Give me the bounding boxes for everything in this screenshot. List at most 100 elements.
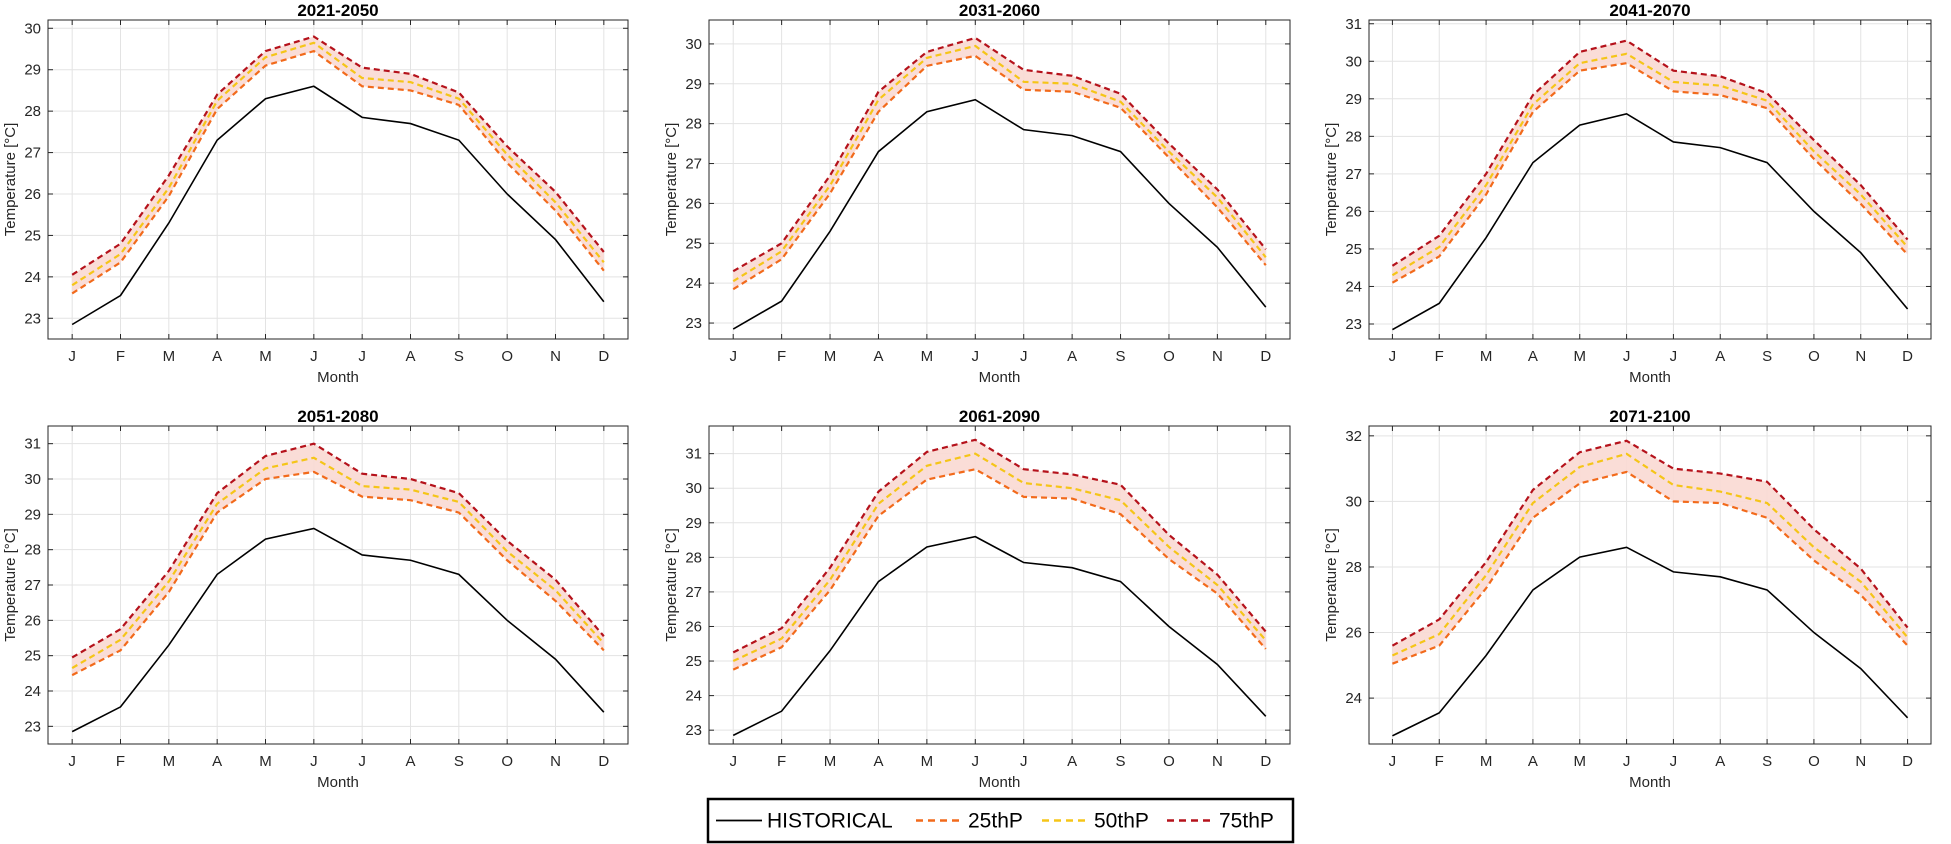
series-50thP xyxy=(71,456,605,669)
y-tick-label: 23 xyxy=(24,718,41,735)
x-tick-label: S xyxy=(1762,348,1772,365)
y-tick-label: 30 xyxy=(685,36,702,53)
x-tick-label: A xyxy=(1067,348,1077,365)
x-tick-label: J xyxy=(729,753,737,770)
x-axis-label: Month xyxy=(317,369,359,386)
x-tick-label: J xyxy=(1670,348,1678,365)
series-50thP xyxy=(732,44,1267,283)
x-tick-label: J xyxy=(1389,348,1397,365)
x-tick-label: N xyxy=(1212,348,1223,365)
x-tick-label: M xyxy=(259,348,272,365)
x-tick-label: M xyxy=(163,753,176,770)
series-50thP xyxy=(1391,452,1909,657)
x-tick-label: S xyxy=(454,753,464,770)
y-tick-label: 24 xyxy=(1345,278,1362,295)
x-tick-label: J xyxy=(68,753,76,770)
x-tick-label: J xyxy=(310,348,318,365)
y-tick-label: 30 xyxy=(685,480,702,497)
x-tick-label: D xyxy=(1902,753,1913,770)
x-tick-label: M xyxy=(1574,753,1587,770)
axes-box xyxy=(1368,19,1932,340)
series-25thP xyxy=(732,468,1267,671)
series-historical xyxy=(732,98,1267,330)
x-axis-label: Month xyxy=(317,774,359,791)
y-tick-label: 23 xyxy=(24,310,41,327)
x-tick-label: M xyxy=(1480,753,1493,770)
x-tick-label: N xyxy=(550,348,561,365)
legend-label-HISTORICAL: HISTORICAL xyxy=(767,810,893,833)
series-25thP xyxy=(71,470,605,677)
x-tick-label: A xyxy=(1528,753,1538,770)
y-tick-label: 25 xyxy=(685,235,702,252)
y-tick-label: 24 xyxy=(685,688,702,705)
percentile-band xyxy=(733,439,1266,670)
series-75thP xyxy=(1391,439,1909,647)
series-historical xyxy=(71,85,605,326)
y-tick-label: 32 xyxy=(1345,428,1362,445)
x-tick-label: M xyxy=(921,348,934,365)
y-axis-label: Temperature [°C] xyxy=(2,123,19,237)
x-axis-label: Month xyxy=(979,774,1021,791)
x-tick-label: F xyxy=(116,348,125,365)
x-tick-label: N xyxy=(1855,348,1866,365)
y-tick-label: 24 xyxy=(24,269,41,286)
y-tick-label: 29 xyxy=(685,515,702,532)
x-tick-label: J xyxy=(1389,753,1397,770)
series-50thP xyxy=(1391,52,1909,277)
x-tick-label: J xyxy=(310,753,318,770)
panel-2061-2090: J F M A M J J A S O N D 23 24 25 26 27 28 29 30 31 2061-2090 M… xyxy=(663,407,1291,791)
x-tick-label: A xyxy=(1715,348,1725,365)
y-tick-label: 28 xyxy=(24,542,41,559)
percentile-band xyxy=(733,37,1266,290)
x-tick-label: F xyxy=(777,348,786,365)
x-tick-label: F xyxy=(1435,348,1444,365)
x-axis-label: Month xyxy=(979,369,1021,386)
series-historical xyxy=(71,527,605,733)
percentile-band xyxy=(72,443,604,676)
percentile-band xyxy=(1392,40,1908,283)
y-tick-label: 29 xyxy=(24,506,41,523)
x-tick-label: M xyxy=(163,348,176,365)
x-axis-label: Month xyxy=(1629,774,1671,791)
x-tick-label: A xyxy=(873,348,883,365)
series-historical xyxy=(1392,546,1909,737)
x-tick-label: J xyxy=(729,348,737,365)
y-tick-label: 26 xyxy=(685,195,702,212)
x-tick-label: D xyxy=(1902,348,1913,365)
y-tick-label: 25 xyxy=(24,648,41,665)
x-tick-label: M xyxy=(1480,348,1493,365)
x-tick-label: M xyxy=(824,753,837,770)
panel-title: 2031-2060 xyxy=(959,1,1040,20)
series-historical xyxy=(1392,112,1909,331)
series-75thP xyxy=(71,35,605,276)
y-tick-label: 23 xyxy=(1345,316,1362,333)
y-tick-label: 27 xyxy=(24,577,41,594)
y-tick-label: 25 xyxy=(1345,241,1362,258)
panel-title: 2071-2100 xyxy=(1609,407,1690,426)
series-50thP xyxy=(71,41,605,287)
y-tick-label: 31 xyxy=(24,436,41,453)
x-tick-label: S xyxy=(454,348,464,365)
y-tick-label: 30 xyxy=(24,471,41,488)
legend-label-50thP: 50thP xyxy=(1094,810,1149,833)
x-tick-label: J xyxy=(358,348,366,365)
x-tick-label: O xyxy=(1163,348,1175,365)
y-tick-label: 26 xyxy=(24,612,41,629)
series-75thP xyxy=(732,438,1267,654)
panel-2051-2080: J F M A M J J A S O N D 23 24 25 26 27 28 29 30 31 2051-2080 M… xyxy=(2,407,629,791)
series-75thP xyxy=(71,442,605,659)
panel-title: 2061-2090 xyxy=(959,407,1040,426)
panel-2041-2070: J F M A M J J A S O N D 23 24 25 26 27 28 29 30 31 2041-2070 M… xyxy=(1323,1,1932,386)
x-tick-label: M xyxy=(1574,348,1587,365)
x-tick-label: N xyxy=(1855,753,1866,770)
x-tick-label: A xyxy=(212,348,222,365)
x-tick-label: A xyxy=(1067,753,1077,770)
axes-box xyxy=(47,19,629,340)
y-tick-label: 27 xyxy=(1345,166,1362,183)
x-tick-label: J xyxy=(1670,753,1678,770)
y-tick-label: 24 xyxy=(24,683,41,700)
x-tick-label: D xyxy=(598,348,609,365)
x-tick-label: J xyxy=(1020,348,1028,365)
panel-2031-2060: J F M A M J J A S O N D 23 24 25 26 27 28 29 30 2031-2060 Mon… xyxy=(663,1,1291,386)
series-25thP xyxy=(1392,470,1909,665)
